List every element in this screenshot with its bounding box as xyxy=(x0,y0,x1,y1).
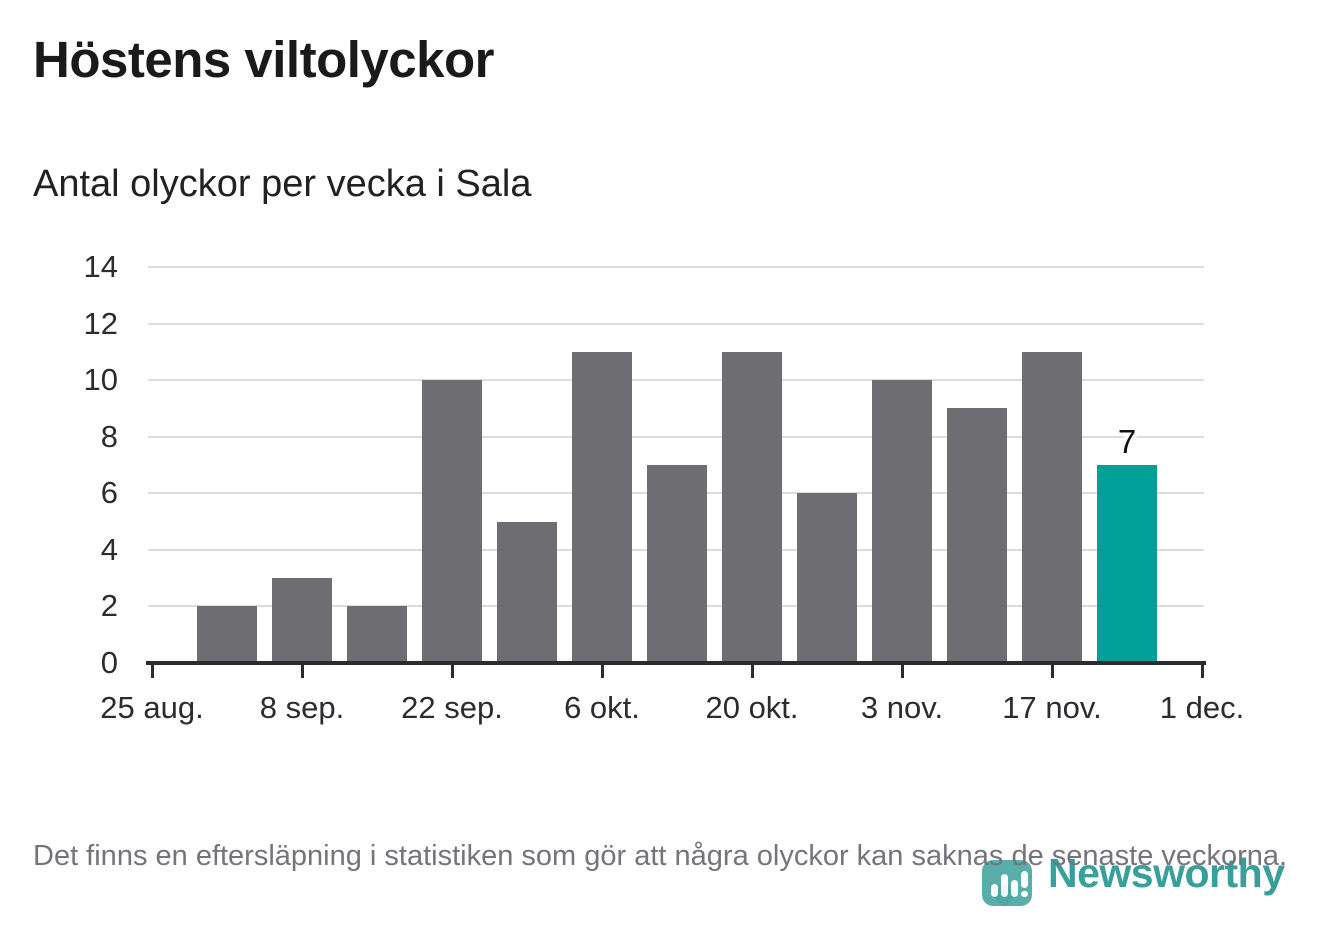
x-axis-tick-label: 20 okt. xyxy=(705,690,799,725)
footer-note: Det finns en eftersläpning i statistiken… xyxy=(33,840,1288,872)
bar xyxy=(272,578,332,663)
y-axis-tick-label: 4 xyxy=(100,531,118,567)
x-axis-tick xyxy=(600,665,604,678)
y-axis-tick-label: 14 xyxy=(83,249,118,284)
bar xyxy=(1022,351,1082,663)
x-axis-tick-label: 17 nov. xyxy=(1002,690,1102,725)
logo-exclamation-dot xyxy=(1021,891,1028,897)
x-axis-tick-label: 8 sep. xyxy=(259,690,345,725)
x-axis-tick-label: 22 sep. xyxy=(401,690,503,725)
chart-subtitle: Antal olyckor per vecka i Sala xyxy=(33,163,532,205)
gridline xyxy=(148,379,1204,382)
x-axis-tick-label: 3 nov. xyxy=(860,690,944,725)
y-axis-tick-label: 6 xyxy=(100,475,118,511)
bar xyxy=(872,380,932,663)
x-axis-tick xyxy=(1050,665,1054,678)
bar xyxy=(197,606,257,663)
brand-wordmark: Newsworthy xyxy=(1048,850,1285,896)
x-axis-tick xyxy=(750,665,754,678)
logo-bar-icon xyxy=(1011,880,1018,897)
x-axis-tick xyxy=(900,665,904,678)
page-title: Höstens viltolyckor xyxy=(33,31,494,88)
gridline xyxy=(148,266,1204,268)
x-axis-line xyxy=(146,661,1206,665)
logo-bar-icon xyxy=(991,884,998,897)
x-axis-tick xyxy=(150,665,154,678)
bar xyxy=(797,493,857,663)
x-axis-tick xyxy=(450,665,454,678)
highlighted-bar-value-label: 7 xyxy=(1117,423,1137,460)
y-axis-tick-label: 12 xyxy=(83,305,118,341)
logo-bar-icon xyxy=(1001,874,1008,897)
bar-chart-pin-icon xyxy=(982,860,1032,906)
bar xyxy=(572,351,632,663)
y-axis-tick-label: 0 xyxy=(100,645,118,680)
bar xyxy=(422,380,482,663)
y-axis-tick-label: 10 xyxy=(83,362,118,398)
gridline xyxy=(148,322,1204,325)
bar xyxy=(947,408,1007,663)
x-axis-tick xyxy=(1200,665,1204,678)
y-axis-tick-label: 2 xyxy=(100,588,118,624)
bar xyxy=(347,606,407,663)
x-axis-tick-label: 1 dec. xyxy=(1159,690,1245,725)
bar xyxy=(497,521,557,663)
bar xyxy=(1097,465,1157,663)
y-axis-tick-label: 8 xyxy=(100,418,118,454)
x-axis-tick xyxy=(300,665,304,678)
logo-exclamation-icon xyxy=(1021,871,1028,888)
x-axis-tick-label: 25 aug. xyxy=(100,690,204,725)
bar xyxy=(647,465,707,663)
gridline xyxy=(148,435,1204,438)
x-axis-tick-label: 6 okt. xyxy=(564,690,640,725)
bar xyxy=(722,351,782,663)
